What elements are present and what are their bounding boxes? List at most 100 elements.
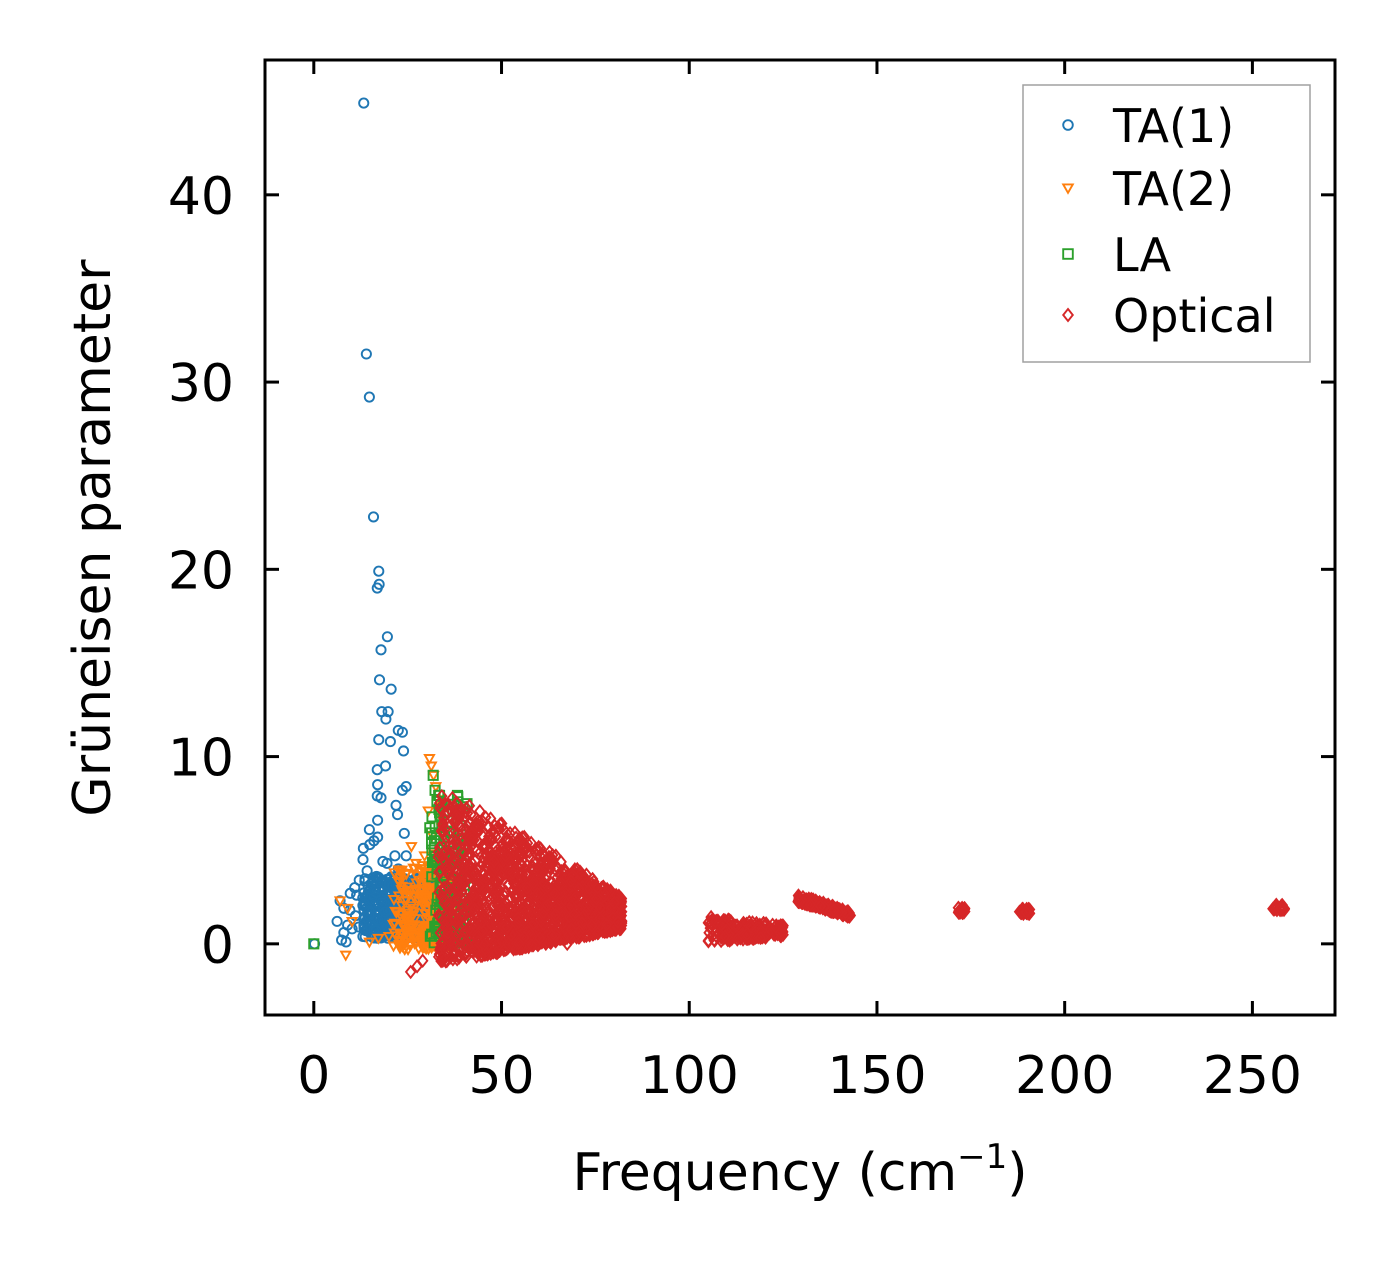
data-point: [600, 917, 613, 932]
x-tick-label: 50: [468, 1046, 534, 1106]
data-point: [445, 849, 457, 864]
data-point: [363, 391, 375, 403]
data-point: [412, 895, 425, 907]
legend-label: LA: [1113, 228, 1172, 282]
data-point: [523, 896, 536, 912]
data-point: [425, 943, 438, 955]
data-point: [441, 863, 453, 879]
data-point: [468, 902, 481, 917]
data-point: [357, 854, 369, 866]
data-point: [384, 736, 396, 748]
x-axis-title-superscript: −1: [957, 1137, 1007, 1177]
data-point: [488, 932, 501, 948]
data-point: [381, 631, 393, 643]
data-point: [463, 920, 476, 936]
data-point: [528, 916, 540, 931]
data-point: [535, 864, 548, 880]
data-point: [453, 818, 466, 833]
data-point: [423, 754, 436, 765]
data-point: [480, 869, 493, 885]
y-tick-label: 20: [168, 541, 234, 601]
data-point: [471, 819, 484, 834]
data-point: [452, 803, 465, 819]
data-point: [398, 827, 410, 839]
data-point: [362, 924, 374, 937]
data-point: [363, 905, 375, 917]
data-point: [550, 848, 562, 863]
data-point: [418, 908, 432, 920]
data-point: [532, 862, 545, 878]
data-point: [308, 938, 320, 950]
data-point: [463, 845, 476, 860]
data-point: [370, 870, 383, 882]
data-point: [517, 892, 530, 907]
data-point: [518, 861, 530, 877]
data-point: [372, 814, 384, 826]
data-point: [454, 931, 467, 947]
data-point: [440, 918, 452, 933]
data-point: [333, 896, 347, 908]
data-point: [363, 910, 375, 922]
data-point: [565, 873, 577, 889]
data-point: [531, 886, 544, 901]
data-point: [404, 964, 417, 980]
data-point: [549, 907, 562, 922]
data-point: [367, 511, 380, 523]
data-points-layer: [308, 97, 1291, 980]
data-point: [509, 825, 521, 840]
data-point: [389, 850, 401, 862]
data-point: [371, 764, 383, 776]
data-point: [475, 915, 488, 931]
data-point: [429, 784, 441, 796]
x-tick-label: 200: [1015, 1046, 1114, 1106]
data-point: [474, 803, 486, 819]
legend-entry: TA(1): [1062, 99, 1234, 153]
data-point: [591, 880, 604, 896]
data-point: [407, 892, 421, 904]
data-point: [469, 867, 482, 882]
data-point: [569, 862, 581, 877]
data-point: [373, 734, 385, 746]
data-point: [363, 937, 376, 949]
data-point: [388, 868, 401, 880]
data-point: [372, 933, 385, 945]
data-point: [509, 880, 522, 895]
data-point: [754, 930, 767, 946]
data-point: [957, 904, 970, 920]
series-optical: [404, 788, 1291, 980]
data-point: [442, 947, 454, 962]
data-point: [460, 911, 473, 926]
data-point: [351, 889, 363, 901]
data-point: [338, 902, 350, 914]
data-point: [451, 952, 463, 967]
data-point: [410, 878, 423, 890]
data-point: [580, 919, 593, 935]
data-point: [392, 876, 405, 888]
data-point: [453, 919, 465, 934]
series-ta-1-: [309, 97, 440, 950]
data-point: [450, 795, 463, 810]
legend-entry: Optical: [1061, 289, 1275, 343]
data-point: [364, 839, 376, 851]
data-point: [442, 848, 455, 863]
data-point: [471, 930, 483, 945]
data-point: [443, 898, 455, 913]
data-point: [530, 842, 543, 858]
data-point: [373, 578, 385, 590]
data-point: [764, 922, 777, 937]
data-point: [1020, 904, 1032, 920]
data-point: [514, 848, 527, 864]
data-point: [439, 807, 452, 822]
data-point: [396, 726, 408, 738]
data-point: [796, 895, 809, 910]
data-point: [410, 871, 423, 883]
data-point: [573, 881, 585, 897]
data-point: [395, 868, 408, 880]
data-point: [391, 809, 404, 821]
data-point: [376, 897, 388, 909]
data-point: [608, 895, 620, 910]
data-point: [402, 923, 416, 935]
data-point: [443, 838, 455, 854]
data-point: [731, 918, 743, 933]
data-point: [438, 813, 451, 828]
